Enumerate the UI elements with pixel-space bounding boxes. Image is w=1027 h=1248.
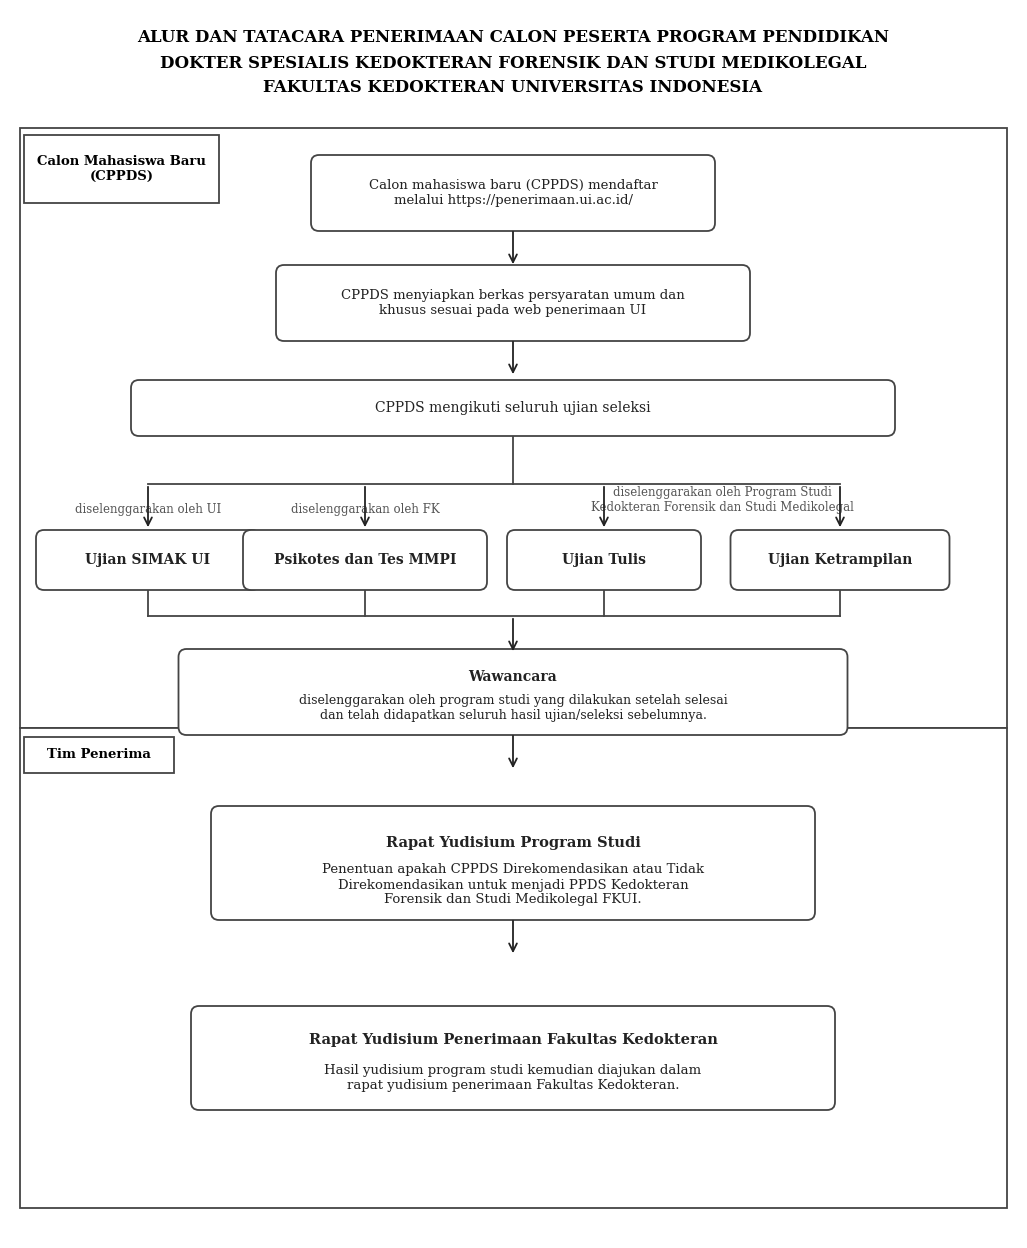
Text: Ujian SIMAK UI: Ujian SIMAK UI xyxy=(85,553,211,567)
Text: Psikotes dan Tes MMPI: Psikotes dan Tes MMPI xyxy=(274,553,456,567)
Text: Ujian Ketrampilan: Ujian Ketrampilan xyxy=(768,553,912,567)
FancyBboxPatch shape xyxy=(211,806,815,920)
FancyBboxPatch shape xyxy=(276,265,750,341)
Text: CPPDS menyiapkan berkas persyaratan umum dan
khusus sesuai pada web penerimaan U: CPPDS menyiapkan berkas persyaratan umum… xyxy=(341,290,685,317)
Text: Calon Mahasiswa Baru
(CPPDS): Calon Mahasiswa Baru (CPPDS) xyxy=(37,155,206,183)
Text: Penentuan apakah CPPDS Direkomendasikan atau Tidak
Direkomendasikan untuk menjad: Penentuan apakah CPPDS Direkomendasikan … xyxy=(321,864,705,906)
FancyBboxPatch shape xyxy=(191,1006,835,1109)
Text: Wawancara: Wawancara xyxy=(468,670,558,684)
Text: Tim Penerima: Tim Penerima xyxy=(47,749,151,761)
Text: diselenggarakan oleh Program Studi
Kedokteran Forensik dan Studi Medikolegal: diselenggarakan oleh Program Studi Kedok… xyxy=(591,485,853,514)
Text: diselenggarakan oleh UI: diselenggarakan oleh UI xyxy=(75,503,221,517)
FancyBboxPatch shape xyxy=(243,530,487,590)
Text: Rapat Yudisium Penerimaan Fakultas Kedokteran: Rapat Yudisium Penerimaan Fakultas Kedok… xyxy=(308,1033,718,1047)
Text: Hasil yudisium program studi kemudian diajukan dalam
rapat yudisium penerimaan F: Hasil yudisium program studi kemudian di… xyxy=(325,1065,701,1092)
FancyBboxPatch shape xyxy=(36,530,260,590)
FancyBboxPatch shape xyxy=(311,155,715,231)
Bar xyxy=(24,135,219,203)
Text: diselenggarakan oleh program studi yang dilakukan setelah selesai
dan telah dida: diselenggarakan oleh program studi yang … xyxy=(299,694,727,723)
Text: DOKTER SPESIALIS KEDOKTERAN FORENSIK DAN STUDI MEDIKOLEGAL: DOKTER SPESIALIS KEDOKTERAN FORENSIK DAN… xyxy=(160,55,866,71)
Bar xyxy=(20,728,1007,1208)
Text: Calon mahasiswa baru (CPPDS) mendaftar
melalui https://penerimaan.ui.ac.id/: Calon mahasiswa baru (CPPDS) mendaftar m… xyxy=(369,178,657,207)
Text: diselenggarakan oleh FK: diselenggarakan oleh FK xyxy=(291,503,440,517)
FancyBboxPatch shape xyxy=(179,649,847,735)
Text: ALUR DAN TATACARA PENERIMAAN CALON PESERTA PROGRAM PENDIDIKAN: ALUR DAN TATACARA PENERIMAAN CALON PESER… xyxy=(137,30,889,46)
FancyBboxPatch shape xyxy=(730,530,950,590)
Text: CPPDS mengikuti seluruh ujian seleksi: CPPDS mengikuti seluruh ujian seleksi xyxy=(375,401,651,416)
Text: Ujian Tulis: Ujian Tulis xyxy=(562,553,646,567)
Text: Rapat Yudisium Program Studi: Rapat Yudisium Program Studi xyxy=(385,836,641,850)
FancyBboxPatch shape xyxy=(131,379,895,436)
FancyBboxPatch shape xyxy=(507,530,701,590)
Text: FAKULTAS KEDOKTERAN UNIVERSITAS INDONESIA: FAKULTAS KEDOKTERAN UNIVERSITAS INDONESI… xyxy=(264,80,763,96)
Bar xyxy=(20,129,1007,728)
Bar xyxy=(24,738,174,773)
